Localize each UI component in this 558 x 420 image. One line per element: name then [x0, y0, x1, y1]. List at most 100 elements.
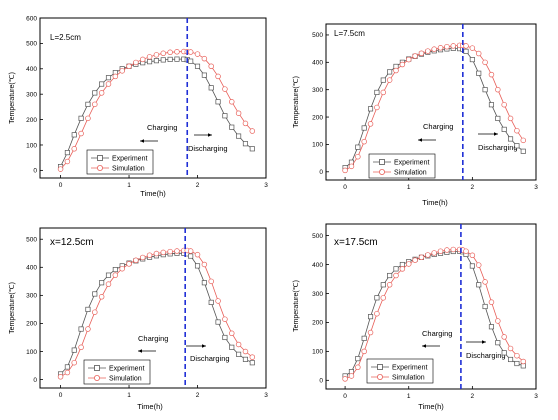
- data-point-simulation: [348, 373, 355, 379]
- data-point-simulation: [405, 261, 412, 267]
- data-point-simulation: [249, 354, 256, 360]
- y-tick-label: 400: [312, 60, 323, 67]
- discharging-arrowhead: [482, 340, 486, 344]
- data-point-simulation: [242, 120, 249, 127]
- data-point-simulation: [367, 329, 374, 336]
- data-point-experiment: [174, 56, 180, 62]
- data-point-simulation: [194, 51, 201, 57]
- discharging-arrowhead: [202, 344, 206, 348]
- plot-frame: [39, 17, 267, 179]
- annotation-label: x=12.5cm: [50, 237, 94, 248]
- data-point-simulation: [514, 127, 520, 134]
- data-point-simulation: [361, 138, 367, 145]
- chart-panel-2: L=7.5cm Temperature(℃) Time(h) Charging …: [293, 23, 538, 207]
- data-point-experiment: [78, 326, 84, 332]
- data-point-simulation: [393, 272, 399, 279]
- data-point-experiment: [64, 364, 70, 370]
- data-point-experiment: [242, 141, 249, 147]
- data-point-simulation: [463, 248, 469, 254]
- data-point-simulation: [71, 359, 77, 366]
- data-point-simulation: [482, 279, 488, 285]
- data-point-simulation: [431, 250, 437, 256]
- legend: Experiment Simulation: [86, 149, 154, 175]
- legend-marker-simulation: [94, 374, 101, 381]
- data-point-experiment: [222, 113, 228, 119]
- data-point-simulation: [139, 254, 146, 261]
- data-point-experiment: [105, 75, 112, 81]
- data-point-simulation: [146, 252, 153, 258]
- y-tick-label: 500: [26, 237, 37, 244]
- data-point-simulation: [133, 59, 139, 66]
- annotation-label: L=2.5cm: [50, 33, 81, 42]
- y-tick-label: 300: [312, 291, 323, 298]
- data-point-experiment: [92, 291, 98, 297]
- series-line-simulation: [344, 249, 524, 380]
- data-point-experiment: [355, 356, 361, 362]
- data-point-simulation: [520, 137, 527, 144]
- x-tick-label: 2: [471, 393, 475, 400]
- legend-marker-experiment: [97, 155, 103, 161]
- data-point-experiment: [469, 57, 475, 63]
- data-point-simulation: [444, 43, 450, 50]
- data-point-simulation: [153, 250, 160, 257]
- data-point-simulation: [342, 376, 348, 382]
- charging-label: Charging: [138, 334, 168, 343]
- y-tick-label: 200: [26, 117, 37, 124]
- charging-label: Charging: [422, 329, 452, 338]
- data-point-simulation: [469, 45, 476, 51]
- data-point-experiment: [215, 99, 221, 105]
- data-point-experiment: [507, 356, 514, 363]
- charging-label: Charging: [147, 123, 177, 132]
- data-point-simulation: [201, 55, 208, 62]
- data-point-simulation: [119, 265, 125, 272]
- charging-arrowhead: [138, 349, 142, 353]
- data-point-simulation: [92, 101, 98, 108]
- data-point-simulation: [514, 352, 520, 359]
- data-point-experiment: [99, 280, 105, 286]
- y-tick-label: 300: [312, 87, 323, 94]
- legend-label-simulation: Simulation: [112, 166, 145, 173]
- data-point-simulation: [78, 130, 84, 137]
- plot-frame: [39, 227, 267, 389]
- data-point-experiment: [249, 360, 255, 366]
- data-point-simulation: [342, 167, 348, 174]
- data-point-experiment: [222, 334, 228, 341]
- data-point-experiment: [355, 144, 361, 150]
- data-point-simulation: [64, 158, 71, 165]
- data-point-simulation: [119, 68, 125, 74]
- data-point-simulation: [386, 77, 393, 83]
- x-tick-label: 0: [59, 392, 63, 399]
- data-point-simulation: [160, 249, 167, 256]
- x-tick-label: 1: [407, 393, 411, 400]
- series-line-simulation: [60, 250, 253, 378]
- data-point-simulation: [98, 294, 105, 300]
- data-point-simulation: [153, 52, 160, 58]
- data-point-simulation: [249, 128, 256, 134]
- data-point-simulation: [507, 345, 514, 352]
- data-point-simulation: [469, 252, 476, 259]
- y-tick-label: 500: [26, 41, 37, 48]
- x-axis-label: Time(h): [418, 402, 444, 411]
- data-point-experiment: [85, 101, 91, 107]
- data-point-experiment: [520, 148, 526, 154]
- data-point-simulation: [348, 163, 355, 170]
- y-tick-label: 100: [26, 142, 37, 149]
- data-point-simulation: [393, 67, 399, 74]
- data-point-simulation: [112, 272, 119, 278]
- data-point-simulation: [444, 247, 450, 253]
- data-point-experiment: [482, 303, 488, 310]
- legend-marker-simulation: [378, 168, 385, 175]
- data-point-experiment: [501, 126, 507, 132]
- charging-label: Charging: [423, 122, 453, 131]
- data-point-simulation: [98, 90, 105, 96]
- data-point-simulation: [437, 45, 444, 51]
- x-tick-label: 0: [59, 182, 63, 189]
- data-point-experiment: [380, 77, 386, 83]
- charging-arrowhead: [422, 344, 426, 348]
- discharging-arrowhead: [494, 132, 498, 136]
- data-point-experiment: [514, 360, 520, 367]
- y-tick-label: 400: [312, 262, 323, 269]
- data-point-experiment: [78, 115, 84, 121]
- annotation-label: x=17.5cm: [334, 237, 378, 248]
